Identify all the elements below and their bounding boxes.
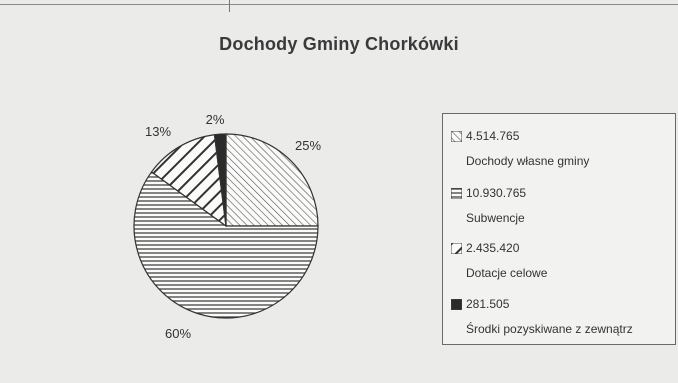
legend-value: 281.505 [466, 297, 510, 311]
legend-entry: 2.435.420 Dotacje celowe [451, 240, 547, 280]
pie-slice [150, 134, 227, 228]
legend-value: 10.930.765 [466, 186, 527, 200]
legend-label: Dotacje celowe [466, 266, 548, 280]
frame-tick [229, 0, 230, 12]
slice-percent-label: 25% [295, 138, 321, 153]
pie-slice [213, 133, 227, 227]
legend-label: Środki pozyskiwane z zewnątrz [466, 322, 633, 336]
slice-percent-label: 60% [165, 326, 191, 341]
legend-label: Dochody własne gminy [466, 154, 590, 168]
chart-title: Dochody Gminy Chorkówki [219, 34, 459, 54]
legend-swatch [451, 130, 462, 142]
legend-entry: 281.505 Środki pozyskiwane z zewnątrz [451, 296, 633, 336]
legend-value: 2.435.420 [466, 241, 520, 255]
legend: 4.514.765 Dochody własne gminy 10.930.76… [442, 113, 676, 345]
legend-entry: 4.514.765 Dochody własne gminy [451, 128, 589, 168]
legend-swatch [451, 187, 462, 199]
frame-border [0, 4, 678, 5]
legend-swatch [451, 298, 462, 310]
slice-percent-label: 2% [206, 112, 225, 127]
legend-label: Subwencje [466, 211, 525, 225]
pie-slice [225, 133, 319, 227]
legend-swatch [451, 242, 462, 254]
legend-value: 4.514.765 [466, 129, 520, 143]
pie-slice [133, 171, 319, 319]
slice-percent-label: 13% [145, 124, 171, 139]
legend-entry: 10.930.765 Subwencje [451, 185, 526, 225]
